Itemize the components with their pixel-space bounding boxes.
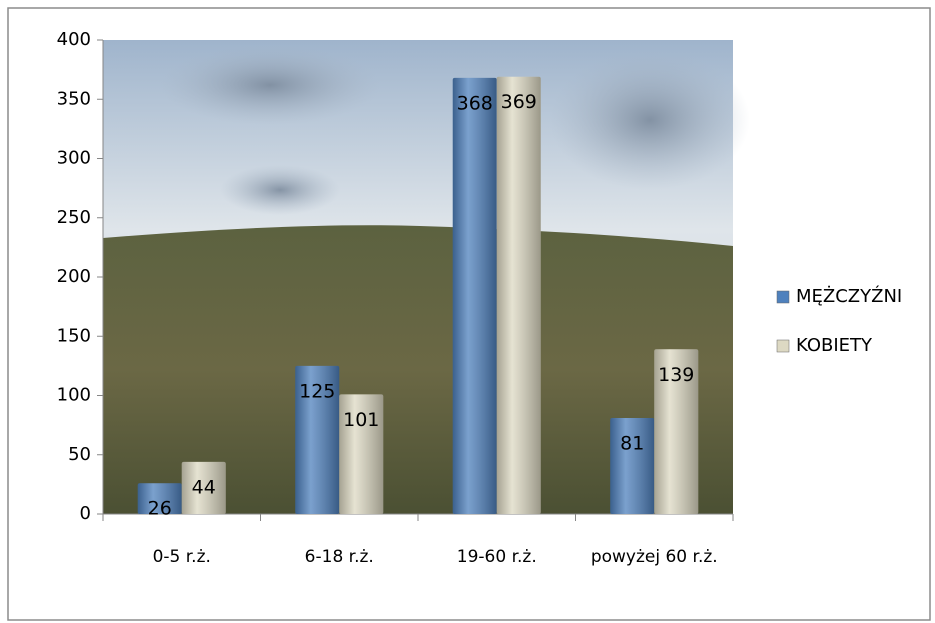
- bar-shade: [339, 394, 384, 514]
- y-tick-label: 200: [57, 266, 91, 287]
- y-tick-label: 300: [57, 148, 91, 169]
- data-label: 26: [148, 498, 172, 520]
- y-tick-label: 150: [57, 325, 91, 346]
- y-tick-label: 50: [68, 444, 91, 465]
- data-label: 368: [457, 92, 493, 114]
- x-tick-label: powyżej 60 r.ż.: [590, 547, 718, 567]
- bar-shade: [452, 77, 497, 515]
- y-tick-label: 0: [80, 503, 91, 524]
- data-label: 369: [501, 91, 537, 113]
- bar-shade: [610, 418, 655, 514]
- bar-shade: [496, 76, 541, 515]
- legend-label: KOBIETY: [796, 335, 873, 356]
- y-tick-label: 100: [57, 385, 91, 406]
- bar-shade: [137, 483, 182, 514]
- legend-swatch: [776, 290, 790, 304]
- y-tick-label: 400: [57, 29, 91, 50]
- bar-shade: [654, 349, 699, 514]
- y-tick-label: 250: [57, 207, 91, 228]
- x-tick-label: 19-60 r.ż.: [456, 547, 537, 567]
- data-label: 101: [343, 409, 379, 431]
- data-label: 44: [192, 476, 216, 498]
- data-label: 125: [299, 380, 335, 402]
- data-label: 139: [658, 364, 694, 386]
- x-tick-label: 6-18 r.ż.: [304, 547, 374, 567]
- bar-shade: [181, 461, 226, 514]
- y-tick-label: 350: [57, 88, 91, 109]
- data-label: 81: [620, 433, 644, 455]
- bar-shade: [295, 365, 340, 514]
- legend-label: MĘŻCZYŹNI: [796, 285, 902, 307]
- legend-swatch: [776, 339, 790, 353]
- x-tick-label: 0-5 r.ż.: [152, 547, 211, 567]
- legend: MĘŻCZYŹNI KOBIETY: [776, 285, 902, 356]
- plot-background: [103, 40, 750, 514]
